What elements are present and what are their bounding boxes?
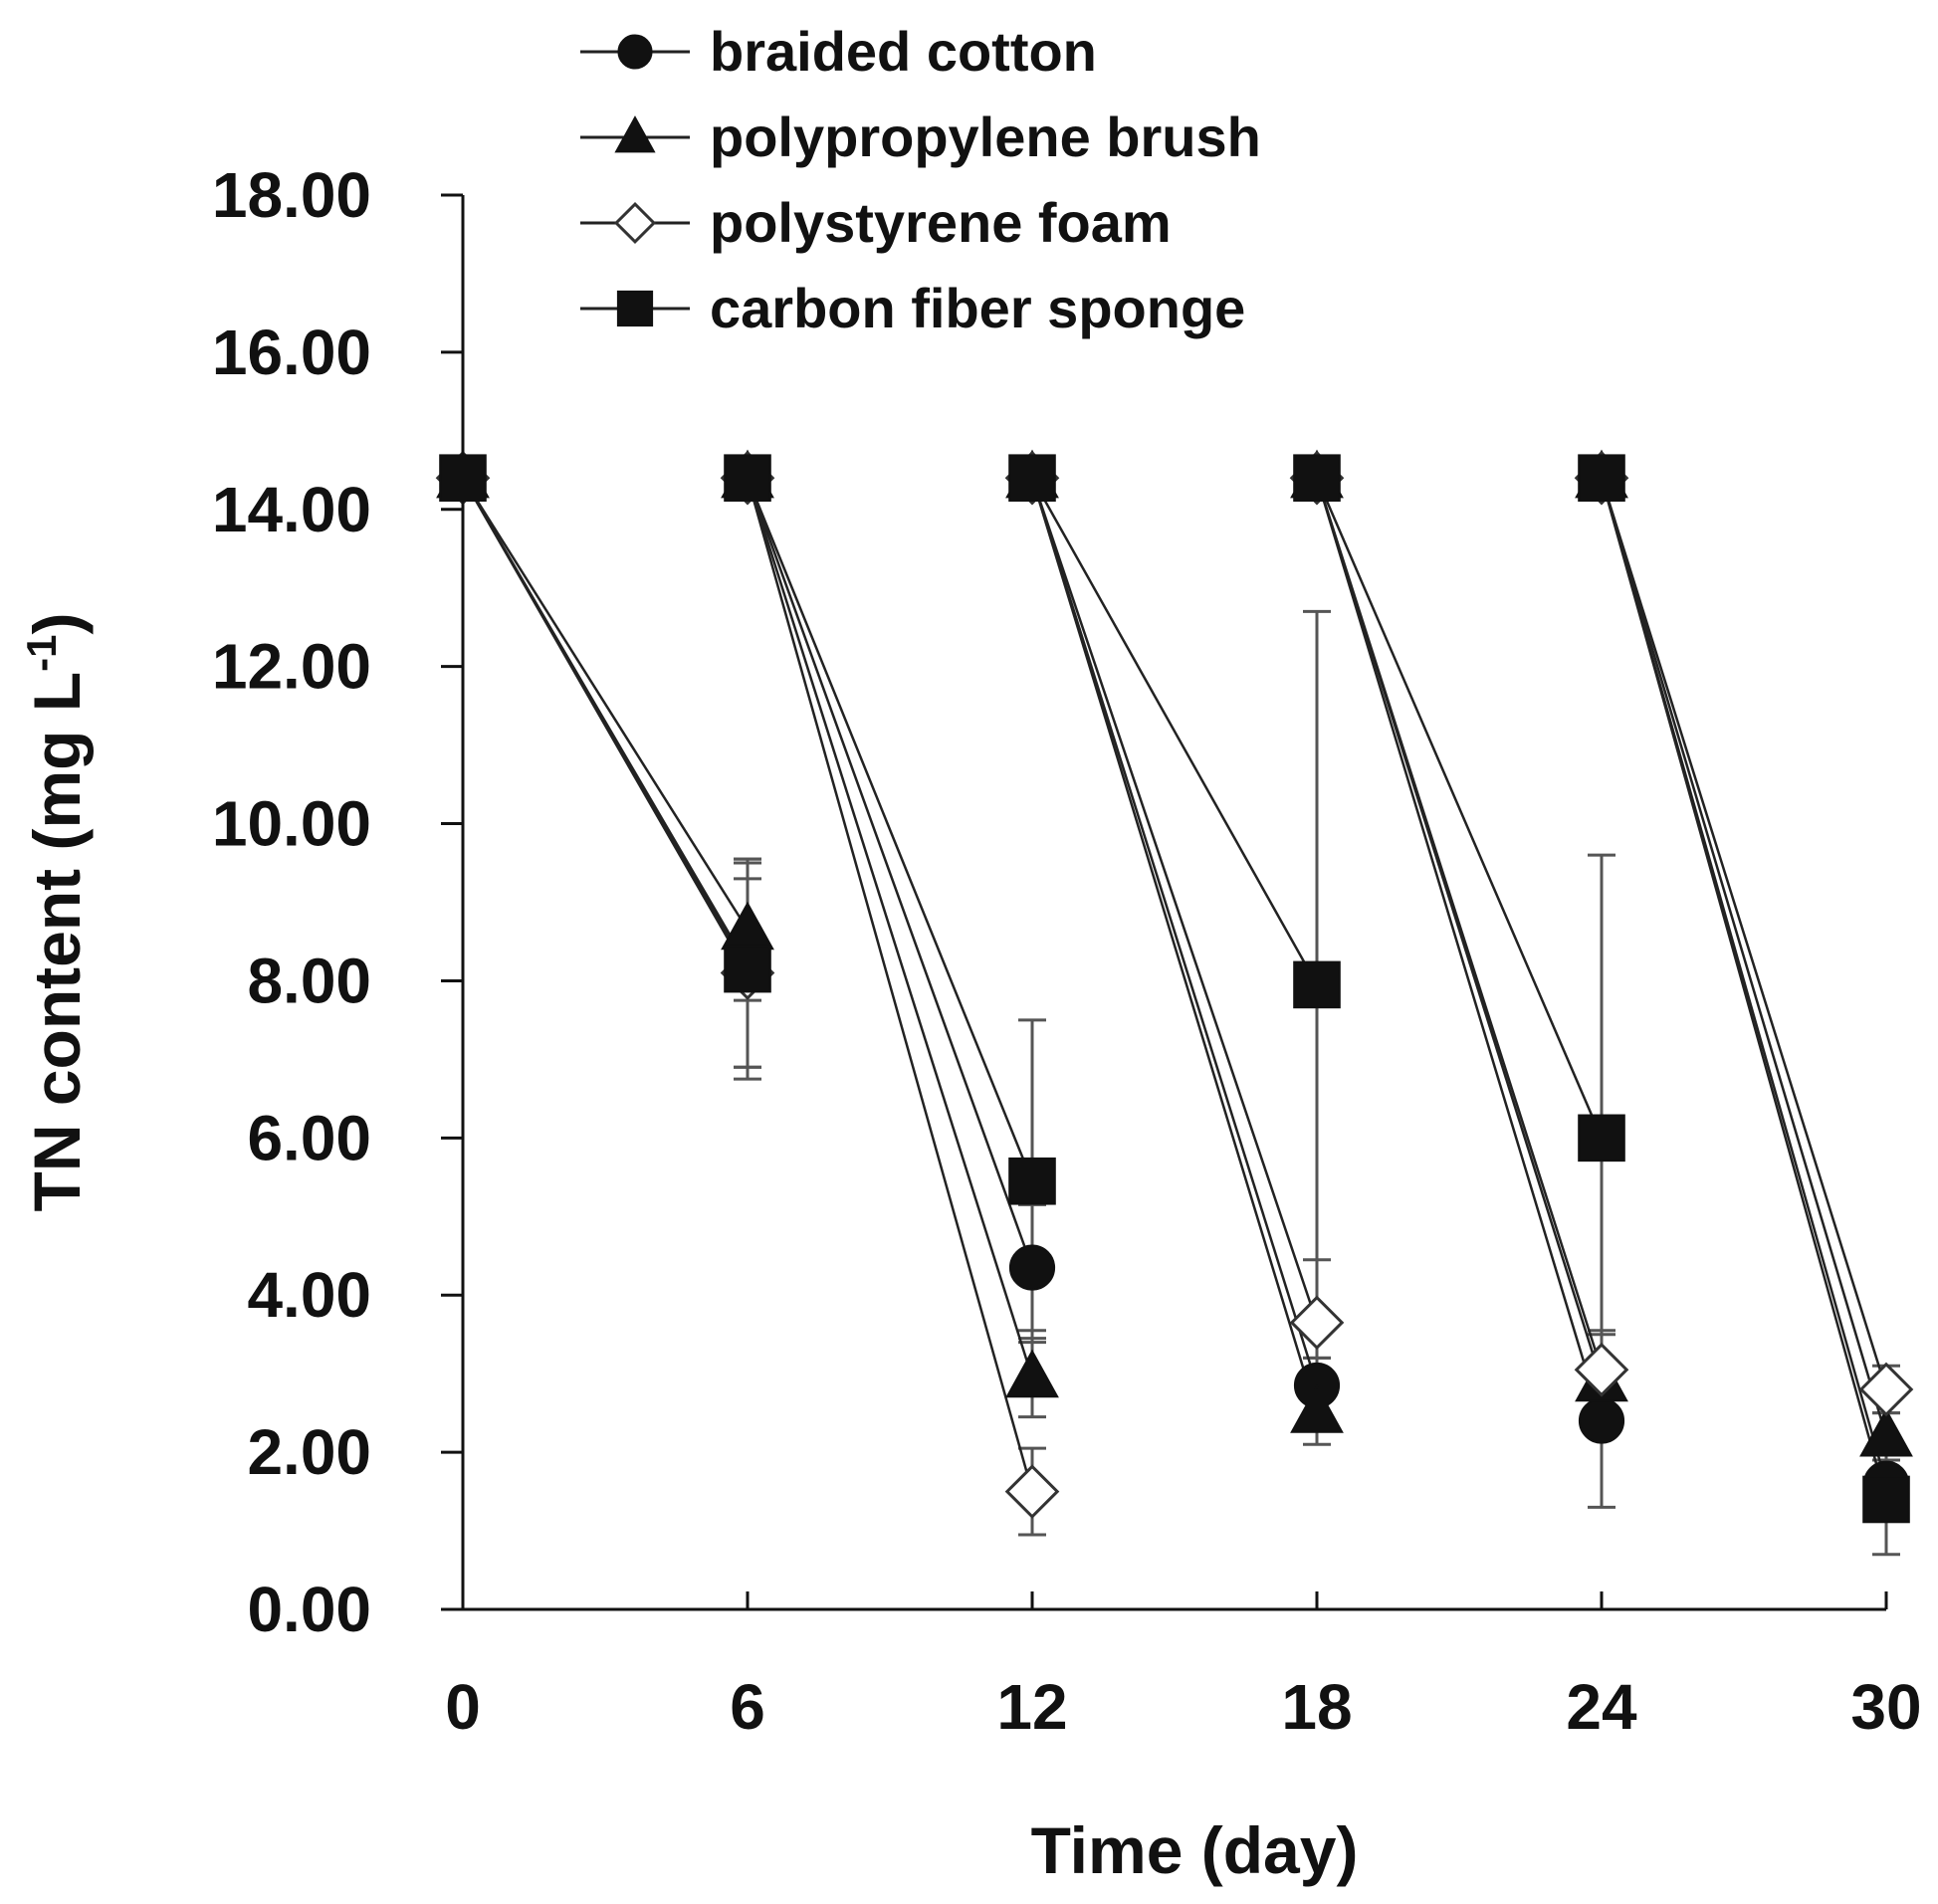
braided-cotton-segment bbox=[1030, 477, 1319, 1386]
polypropylene-brush-point bbox=[721, 901, 774, 951]
polypropylene-brush-segment bbox=[746, 477, 1034, 1378]
carbon-fiber-sponge-segment bbox=[746, 477, 1034, 1182]
polystyrene-foam-segment bbox=[746, 477, 1034, 1492]
legend-marker-carbon-fiber-sponge bbox=[616, 290, 654, 327]
carbon-fiber-sponge-point bbox=[1578, 1114, 1625, 1163]
x-tick-label: 18 bbox=[1281, 1671, 1352, 1743]
legend-marker-polypropylene-brush bbox=[614, 115, 656, 153]
carbon-fiber-sponge-point bbox=[1578, 454, 1625, 502]
x-ticks: 0 6 12 18 24 30 bbox=[445, 1591, 1922, 1743]
x-tick-label: 30 bbox=[1850, 1671, 1921, 1743]
legend-item-polystyrene-foam: polystyrene foam bbox=[580, 191, 1172, 254]
legend-item-carbon-fiber-sponge: carbon fiber sponge bbox=[580, 277, 1245, 339]
polystyrene-foam-point bbox=[1004, 1464, 1060, 1519]
carbon-fiber-sponge-segment bbox=[1315, 477, 1604, 1139]
y-tick-label: 2.00 bbox=[247, 1416, 371, 1488]
polystyrene-foam-segment bbox=[1315, 477, 1604, 1371]
y-axis-title-close: ) bbox=[20, 613, 94, 635]
legend-item-braided-cotton: braided cotton bbox=[580, 20, 1097, 83]
polypropylene-brush-point bbox=[1859, 1407, 1913, 1457]
y-ticks: 0.00 2.00 4.00 6.00 8.00 10.00 12.00 14.00 16.00… bbox=[212, 159, 463, 1645]
polystyrene-foam-segment bbox=[1030, 477, 1319, 1324]
x-tick-label: 6 bbox=[730, 1671, 765, 1743]
series-lines bbox=[461, 477, 1888, 1500]
x-tick-label: 24 bbox=[1566, 1671, 1637, 1743]
x-axis-title: Time (day) bbox=[1031, 1813, 1359, 1887]
y-axis-title-superscript: -1 bbox=[18, 635, 65, 672]
legend-label-polystyrene-foam: polystyrene foam bbox=[710, 191, 1172, 254]
legend: braided cotton polypropylene brush polysty… bbox=[580, 20, 1261, 339]
y-tick-label: 18.00 bbox=[212, 159, 371, 231]
braided-cotton-segment bbox=[1315, 477, 1604, 1421]
legend-label-braided-cotton: braided cotton bbox=[710, 20, 1097, 83]
carbon-fiber-sponge-point bbox=[1293, 960, 1341, 1009]
legend-item-polypropylene-brush: polypropylene brush bbox=[580, 106, 1261, 168]
legend-label-polypropylene-brush: polypropylene brush bbox=[710, 106, 1261, 168]
polypropylene-brush-segment bbox=[1600, 477, 1888, 1437]
carbon-fiber-sponge-point bbox=[1293, 454, 1341, 502]
carbon-fiber-sponge-point bbox=[724, 945, 771, 993]
carbon-fiber-sponge-point bbox=[724, 454, 771, 502]
y-tick-label: 10.00 bbox=[212, 788, 371, 860]
braided-cotton-segment bbox=[746, 477, 1034, 1269]
y-tick-label: 12.00 bbox=[212, 631, 371, 703]
x-tick-label: 0 bbox=[445, 1671, 481, 1743]
braided-cotton-point bbox=[1008, 1244, 1056, 1291]
legend-marker-polystyrene-foam bbox=[613, 201, 657, 245]
legend-marker-braided-cotton bbox=[617, 34, 653, 70]
axes bbox=[461, 195, 1886, 1611]
carbon-fiber-sponge-point bbox=[1008, 1157, 1056, 1205]
braided-cotton-point bbox=[1578, 1397, 1625, 1444]
data-markers bbox=[435, 449, 1914, 1524]
y-tick-label: 0.00 bbox=[247, 1574, 371, 1645]
polystyrene-foam-point bbox=[1574, 1342, 1629, 1397]
polystyrene-foam-point bbox=[1289, 1295, 1345, 1351]
carbon-fiber-sponge-segment bbox=[461, 477, 750, 970]
y-tick-label: 16.00 bbox=[212, 317, 371, 388]
legend-label-carbon-fiber-sponge: carbon fiber sponge bbox=[710, 277, 1245, 339]
carbon-fiber-sponge-segment bbox=[1030, 477, 1319, 986]
y-axis-title-main: TN content (mg L bbox=[20, 672, 94, 1212]
polystyrene-foam-segment bbox=[1600, 477, 1888, 1390]
y-tick-label: 6.00 bbox=[247, 1102, 371, 1173]
y-axis-title: TN content (mg L-1) bbox=[18, 613, 94, 1212]
y-tick-label: 14.00 bbox=[212, 474, 371, 545]
polystyrene-foam-point bbox=[1858, 1362, 1914, 1417]
y-tick-label: 8.00 bbox=[247, 945, 371, 1016]
polypropylene-brush-point bbox=[1290, 1384, 1344, 1433]
carbon-fiber-sponge-segment bbox=[1600, 477, 1888, 1500]
polypropylene-brush-segment bbox=[461, 477, 750, 931]
y-tick-label: 4.00 bbox=[247, 1259, 371, 1331]
polypropylene-brush-segment bbox=[1030, 477, 1319, 1414]
polypropylene-brush-point bbox=[1005, 1349, 1059, 1398]
carbon-fiber-sponge-point bbox=[1008, 454, 1056, 502]
x-tick-label: 12 bbox=[996, 1671, 1067, 1743]
carbon-fiber-sponge-point bbox=[1862, 1475, 1910, 1524]
